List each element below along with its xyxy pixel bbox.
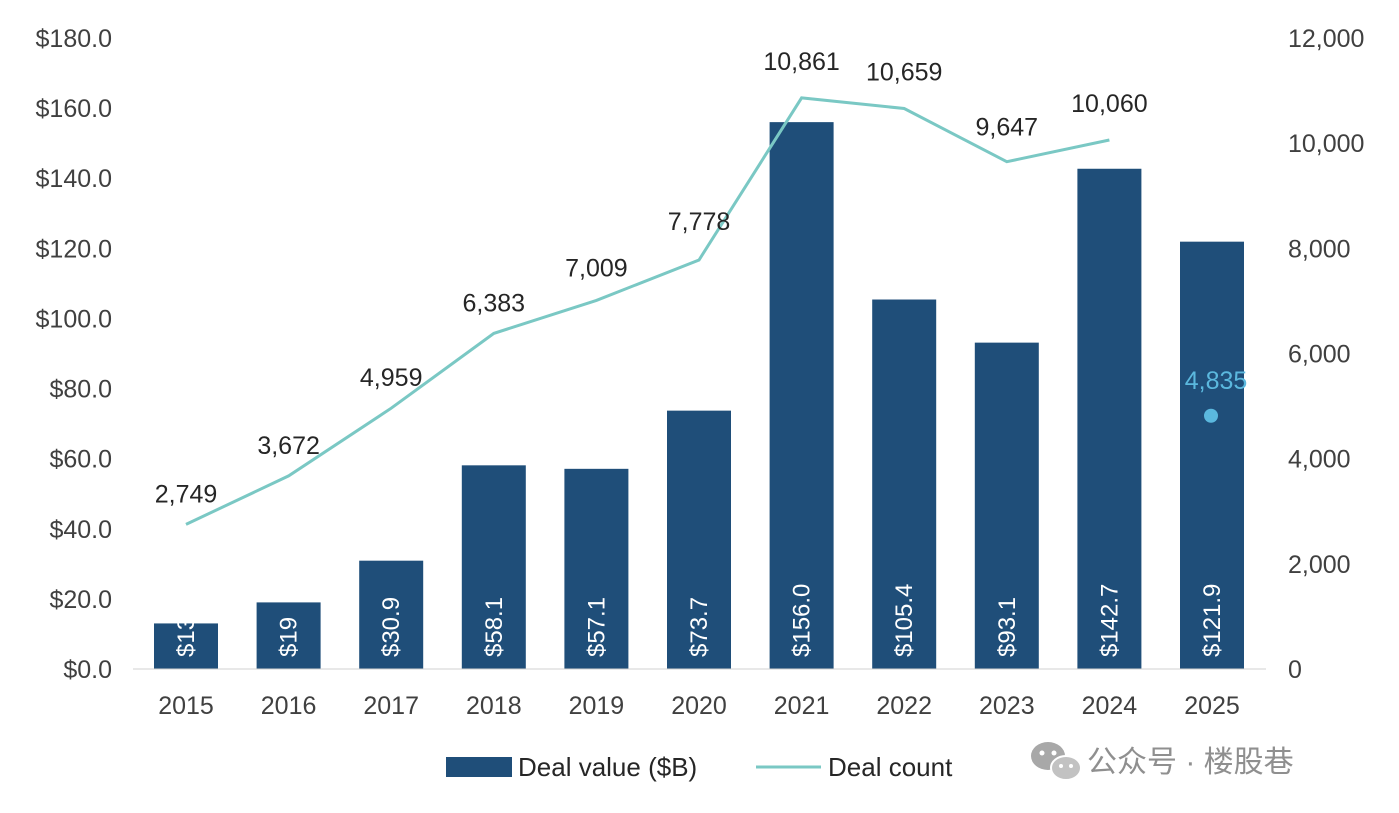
x-axis-tick-label: 2018 xyxy=(466,692,522,720)
x-axis-tick-label: 2025 xyxy=(1184,692,1240,720)
legend-swatch-deal-value xyxy=(446,757,512,777)
bar-value-label: $58.1 xyxy=(481,597,508,657)
deal-count-point-2025 xyxy=(1204,408,1218,423)
watermark: 公众号 · 楼股巷 xyxy=(1031,742,1294,781)
left-axis-tick-label: $40.0 xyxy=(49,516,112,544)
left-axis-tick-label: $140.0 xyxy=(36,165,112,193)
right-axis-tick-label: 4,000 xyxy=(1288,446,1351,474)
right-axis-tick-label: 10,000 xyxy=(1288,130,1364,158)
deal-count-label: 4,835 xyxy=(1185,367,1248,395)
right-axis: 0 2,000 4,000 6,000 8,000 10,000 12,000 xyxy=(1288,25,1364,684)
deal-count-points xyxy=(1204,408,1218,423)
bar-value-label: $13 xyxy=(173,617,200,657)
bar-value-label: $142.7 xyxy=(1096,584,1123,657)
watermark-text: 公众号 · 楼股巷 xyxy=(1087,746,1294,779)
deal-count-label: 10,060 xyxy=(1071,90,1147,118)
bar-value-label: $73.7 xyxy=(686,597,713,657)
deal-count-label: 9,647 xyxy=(976,114,1039,142)
deal-value-labels: $13 $19 $30.9 $58.1 $57.1 $73.7 $156.0 $105.4 $9… xyxy=(173,584,1226,657)
right-axis-tick-label: 8,000 xyxy=(1288,235,1351,263)
left-axis-tick-label: $100.0 xyxy=(36,305,112,333)
deal-count-label: 3,672 xyxy=(257,432,320,460)
bar-2024 xyxy=(1077,168,1142,670)
x-axis: 2015 2016 2017 2018 2019 2020 2021 2022 2023 2024… xyxy=(133,668,1266,720)
left-axis-tick-label: $180.0 xyxy=(36,25,112,53)
deal-count-label: 7,009 xyxy=(565,254,628,282)
right-axis-tick-label: 12,000 xyxy=(1288,25,1364,53)
deal-count-labels: 2,749 3,672 4,959 6,383 7,009 7,778 10,861 10,6… xyxy=(155,48,1248,509)
deal-count-label: 10,659 xyxy=(866,59,942,87)
bar-value-label: $30.9 xyxy=(378,597,405,657)
left-axis-tick-label: $80.0 xyxy=(49,376,112,404)
wechat-icon xyxy=(1031,742,1082,781)
bar-value-label: $105.4 xyxy=(891,584,918,657)
deal-count-line xyxy=(185,96,1110,526)
left-axis: $0.0 $20.0 $40.0 $60.0 $80.0 $100.0 $120.0 $140… xyxy=(36,25,112,684)
bar-2023 xyxy=(974,342,1039,669)
deal-count-label: 2,749 xyxy=(155,480,218,508)
x-axis-tick-label: 2023 xyxy=(979,692,1035,720)
legend: Deal value ($B) Deal count xyxy=(446,752,953,782)
bar-value-label: $156.0 xyxy=(789,584,816,657)
x-axis-tick-label: 2021 xyxy=(774,692,830,720)
right-axis-tick-label: 2,000 xyxy=(1288,551,1351,579)
legend-label-deal-count: Deal count xyxy=(828,752,953,782)
left-axis-tick-label: $60.0 xyxy=(49,446,112,474)
right-axis-tick-label: 0 xyxy=(1288,656,1302,684)
legend-label-deal-value: Deal value ($B) xyxy=(518,752,697,782)
bar-2021 xyxy=(769,122,834,670)
x-axis-tick-label: 2017 xyxy=(363,692,419,720)
bar-2016 xyxy=(256,602,321,669)
bar-2020 xyxy=(667,410,731,669)
bar-value-label: $19 xyxy=(276,617,303,657)
bar-2022 xyxy=(872,299,937,669)
bar-2019 xyxy=(564,468,629,669)
bar-2018 xyxy=(461,465,526,669)
x-axis-tick-label: 2019 xyxy=(569,692,625,720)
x-axis-tick-label: 2015 xyxy=(158,692,214,720)
deal-count-label: 6,383 xyxy=(463,289,526,317)
left-axis-tick-label: $20.0 xyxy=(49,586,112,614)
x-axis-tick-label: 2022 xyxy=(876,692,932,720)
left-axis-tick-label: $0.0 xyxy=(63,656,112,684)
x-axis-tick-label: 2016 xyxy=(261,692,317,720)
x-axis-tick-label: 2020 xyxy=(671,692,727,720)
deal-count-label: 10,861 xyxy=(763,48,839,76)
bar-2015 xyxy=(154,623,218,669)
x-axis-tick-label: 2024 xyxy=(1082,692,1138,720)
bar-2017 xyxy=(359,560,424,669)
bar-value-label: $57.1 xyxy=(583,597,610,657)
bar-value-label: $93.1 xyxy=(994,597,1021,657)
left-axis-tick-label: $160.0 xyxy=(36,95,112,123)
right-axis-tick-label: 6,000 xyxy=(1288,341,1351,369)
bar-2025 xyxy=(1180,241,1244,669)
deal-count-label: 7,778 xyxy=(668,208,731,236)
deal-value-bars xyxy=(154,122,1244,670)
deal-count-label: 4,959 xyxy=(360,364,423,392)
bar-value-label: $121.9 xyxy=(1199,584,1226,657)
left-axis-tick-label: $120.0 xyxy=(36,235,112,263)
